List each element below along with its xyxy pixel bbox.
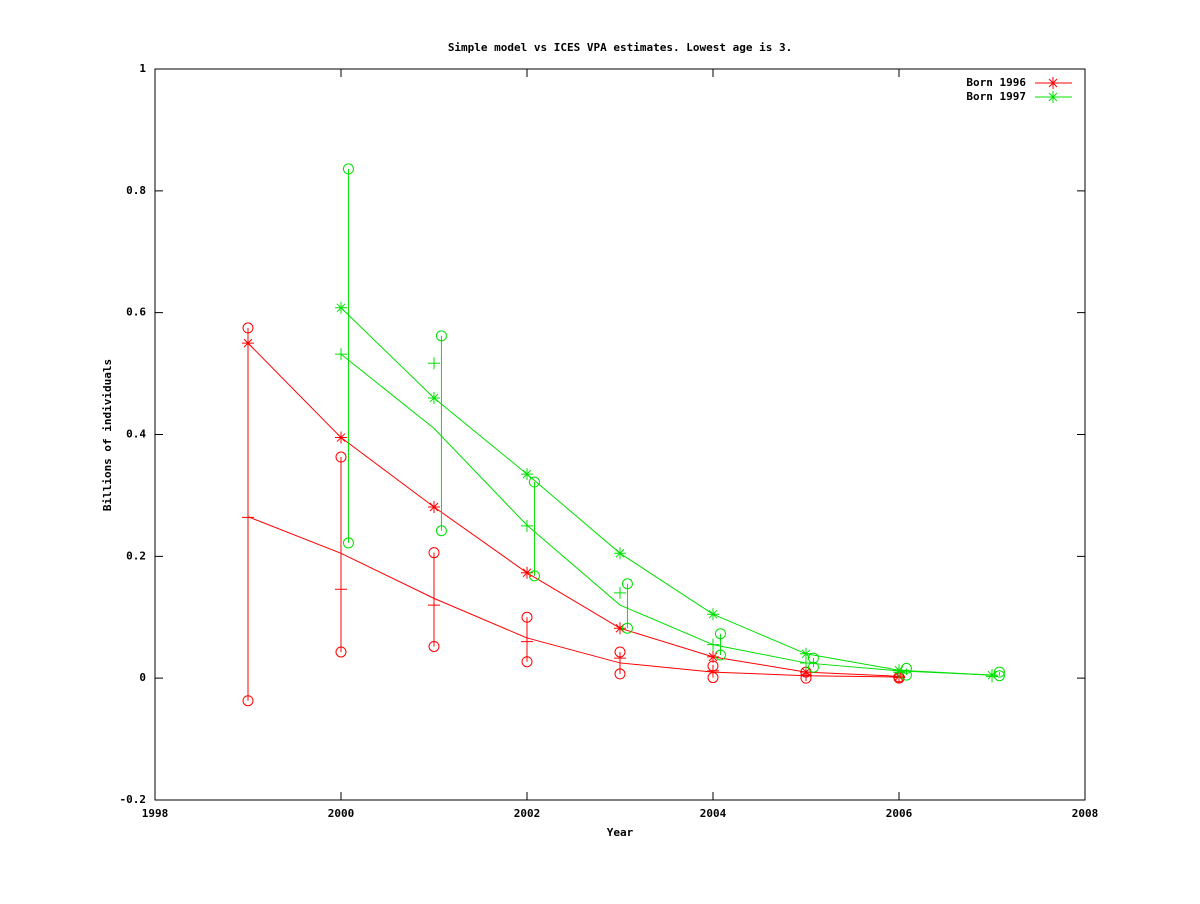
upper-marker (807, 652, 819, 664)
model-line (340, 353, 993, 676)
lower-marker (993, 670, 1005, 682)
vpa-line (340, 307, 993, 676)
y-tick-label: 0.6 (126, 306, 146, 319)
upper-marker (621, 578, 633, 590)
upper-marker (521, 611, 533, 623)
y-axis-label: Billions of individuals (101, 359, 114, 511)
upper-marker (335, 451, 347, 463)
legend-marker (1047, 91, 1059, 103)
y-tick-label: 0.8 (126, 184, 146, 197)
lower-marker (621, 622, 633, 634)
y-tick-label: -0.2 (120, 793, 147, 806)
vpa-marker (614, 547, 626, 560)
vpa-marker (707, 608, 719, 621)
chart-title: Simple model vs ICES VPA estimates. Lowe… (448, 41, 792, 54)
vpa-marker (335, 431, 347, 444)
x-tick-label: 2006 (886, 807, 913, 820)
legend-label: Born 1996 (966, 76, 1026, 89)
lower-marker (335, 646, 347, 658)
x-tick-label: 2000 (328, 807, 355, 820)
upper-marker (342, 163, 354, 175)
legend-marker (1047, 77, 1059, 89)
vpa-marker (521, 468, 533, 481)
x-tick-label: 2008 (1072, 807, 1099, 820)
vpa-marker (428, 500, 440, 513)
upper-marker (614, 646, 626, 658)
lower-marker (707, 672, 719, 684)
vpa-marker (707, 650, 719, 663)
x-axis-label: Year (607, 826, 634, 839)
lower-marker (242, 695, 254, 707)
x-tick-label: 2004 (700, 807, 727, 820)
model-line (247, 516, 900, 678)
vpa-marker (335, 301, 347, 314)
legend-label: Born 1997 (966, 90, 1026, 103)
lower-marker (342, 537, 354, 549)
upper-marker (528, 476, 540, 488)
upper-marker (900, 662, 912, 674)
vpa-line (247, 342, 900, 677)
lower-marker (900, 669, 912, 681)
upper-marker (435, 330, 447, 342)
lower-marker (428, 640, 440, 652)
vpa-marker (521, 566, 533, 579)
upper-marker (707, 660, 719, 672)
lower-marker (800, 672, 812, 684)
x-tick-label: 1998 (142, 807, 169, 820)
y-tick-label: 1 (139, 62, 146, 75)
x-tick-label: 2002 (514, 807, 541, 820)
vpa-marker (428, 391, 440, 404)
lower-marker (521, 656, 533, 668)
y-tick-label: 0 (139, 671, 146, 684)
lower-marker (528, 570, 540, 582)
lower-marker (435, 525, 447, 537)
estimate-marker (707, 638, 719, 651)
estimate-marker (428, 357, 440, 370)
lower-marker (614, 668, 626, 680)
upper-marker (428, 547, 440, 559)
estimate-marker (335, 348, 347, 361)
vpa-marker (614, 622, 626, 635)
lower-marker (807, 661, 819, 673)
vpa-marker (800, 647, 812, 660)
upper-marker (242, 322, 254, 334)
upper-marker (993, 666, 1005, 678)
upper-marker (714, 628, 726, 640)
lower-marker (714, 649, 726, 661)
estimate-marker (614, 586, 626, 599)
y-tick-label: 0.4 (126, 428, 146, 441)
estimate-marker (521, 519, 533, 532)
y-tick-label: 0.2 (126, 549, 146, 562)
